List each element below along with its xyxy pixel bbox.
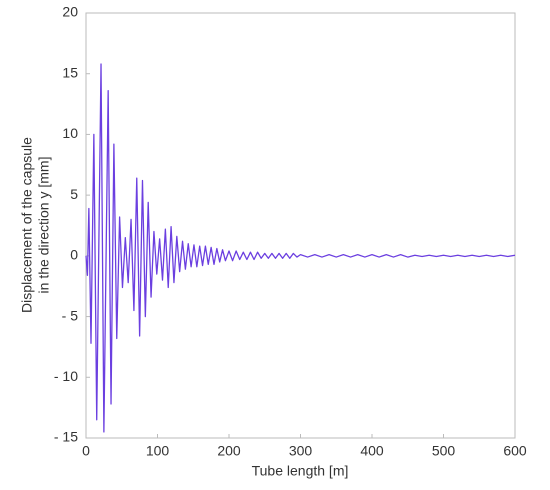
y-tick-label: 10 — [62, 125, 78, 141]
y-tick-label: - 10 — [54, 368, 78, 384]
x-tick-label: 200 — [217, 443, 241, 459]
x-tick-label: 400 — [360, 443, 384, 459]
x-tick-label: 500 — [432, 443, 456, 459]
x-tick-label: 0 — [82, 443, 90, 459]
y-tick-label: 0 — [70, 247, 78, 263]
x-tick-label: 600 — [503, 443, 527, 459]
plot-frame — [85, 12, 516, 439]
y-tick-label: - 15 — [54, 429, 78, 445]
y-axis-label: in the direction y [mm] — [36, 157, 52, 294]
y-tick-label: 5 — [70, 186, 78, 202]
x-tick-label: 300 — [289, 443, 313, 459]
line — [85, 63, 516, 433]
y-tick-label: 20 — [62, 4, 78, 20]
y-axis-label: Displacement of the capsule — [19, 137, 35, 313]
x-tick-label: 100 — [146, 443, 170, 459]
x-axis-label: Tube length [m] — [252, 463, 349, 479]
y-tick-label: - 5 — [62, 307, 79, 323]
y-tick-label: 15 — [62, 64, 78, 80]
